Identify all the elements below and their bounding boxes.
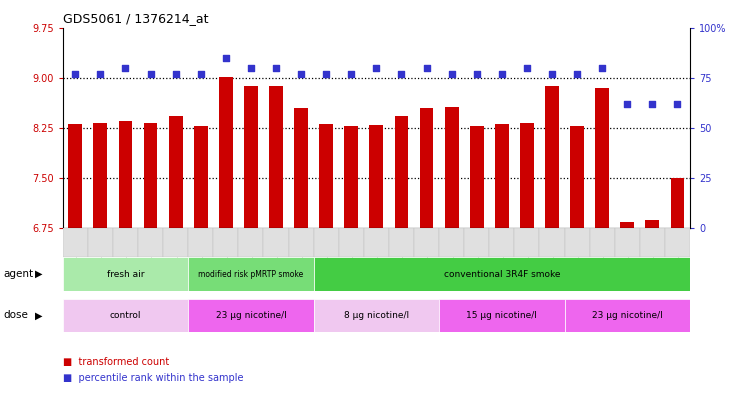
Bar <box>219 77 232 228</box>
Point <box>446 70 458 77</box>
Bar <box>565 228 590 257</box>
Text: ■  percentile rank within the sample: ■ percentile rank within the sample <box>63 373 244 383</box>
Text: conventional 3R4F smoke: conventional 3R4F smoke <box>444 270 560 279</box>
Bar <box>138 228 163 257</box>
Bar <box>238 228 263 257</box>
Bar <box>320 125 333 228</box>
Bar <box>665 228 690 257</box>
Bar <box>545 86 559 228</box>
Bar <box>113 228 138 257</box>
Bar <box>420 108 433 228</box>
Bar <box>364 228 389 257</box>
Bar <box>88 228 113 257</box>
Point <box>69 70 81 77</box>
Point <box>521 64 533 71</box>
Point <box>471 70 483 77</box>
Point <box>421 64 432 71</box>
Point <box>621 101 633 107</box>
Point <box>270 64 282 71</box>
Bar <box>520 123 534 228</box>
Text: ▶: ▶ <box>35 269 42 279</box>
Bar <box>646 220 659 228</box>
Bar <box>244 86 258 228</box>
Point <box>345 70 357 77</box>
Bar <box>314 228 339 257</box>
Bar <box>213 228 238 257</box>
Point <box>370 64 382 71</box>
Point <box>396 70 407 77</box>
Point <box>596 64 608 71</box>
Point <box>646 101 658 107</box>
Bar <box>470 126 483 228</box>
Bar <box>539 228 565 257</box>
Bar <box>640 228 665 257</box>
Point <box>220 55 232 61</box>
Bar <box>621 222 634 228</box>
Bar <box>169 116 182 228</box>
Bar <box>263 228 289 257</box>
Bar <box>464 228 489 257</box>
Bar <box>395 116 408 228</box>
Bar <box>370 125 383 228</box>
Bar <box>495 124 508 228</box>
Point <box>170 70 182 77</box>
Bar <box>615 228 640 257</box>
Point <box>145 70 156 77</box>
Bar <box>445 107 458 228</box>
Text: dose: dose <box>4 310 29 320</box>
Text: ▶: ▶ <box>35 310 42 320</box>
Bar <box>314 257 690 291</box>
Text: 23 μg nicotine/l: 23 μg nicotine/l <box>592 311 663 320</box>
Point <box>320 70 332 77</box>
Bar <box>188 257 314 291</box>
Bar <box>188 228 213 257</box>
Text: ■  transformed count: ■ transformed count <box>63 358 169 367</box>
Point <box>672 101 683 107</box>
Bar <box>269 86 283 228</box>
Bar <box>345 126 358 228</box>
Bar <box>94 123 107 228</box>
Bar <box>570 126 584 228</box>
Point <box>120 64 131 71</box>
Bar <box>163 228 188 257</box>
Text: 15 μg nicotine/l: 15 μg nicotine/l <box>466 311 537 320</box>
Bar <box>69 125 82 228</box>
Bar <box>339 228 364 257</box>
Bar <box>489 228 514 257</box>
Text: GDS5061 / 1376214_at: GDS5061 / 1376214_at <box>63 12 208 25</box>
Point <box>245 64 257 71</box>
Bar <box>389 228 414 257</box>
Point <box>571 70 583 77</box>
Bar <box>439 228 464 257</box>
Bar <box>439 299 565 332</box>
Bar <box>314 299 439 332</box>
Text: modified risk pMRTP smoke: modified risk pMRTP smoke <box>199 270 303 279</box>
Bar <box>63 228 88 257</box>
Text: agent: agent <box>4 269 34 279</box>
Point <box>94 70 106 77</box>
Bar <box>188 299 314 332</box>
Text: fresh air: fresh air <box>107 270 144 279</box>
Bar <box>294 108 308 228</box>
Bar <box>194 126 207 228</box>
Point <box>496 70 508 77</box>
Text: 8 μg nicotine/l: 8 μg nicotine/l <box>344 311 409 320</box>
Bar <box>119 121 132 228</box>
Bar <box>590 228 615 257</box>
Point <box>195 70 207 77</box>
Bar <box>63 299 188 332</box>
Text: 23 μg nicotine/l: 23 μg nicotine/l <box>215 311 286 320</box>
Bar <box>414 228 439 257</box>
Bar <box>289 228 314 257</box>
Bar <box>144 123 157 228</box>
Bar <box>565 299 690 332</box>
Bar <box>63 257 188 291</box>
Point <box>546 70 558 77</box>
Bar <box>514 228 539 257</box>
Bar <box>671 178 684 228</box>
Bar <box>596 88 609 228</box>
Point <box>295 70 307 77</box>
Text: control: control <box>110 311 141 320</box>
